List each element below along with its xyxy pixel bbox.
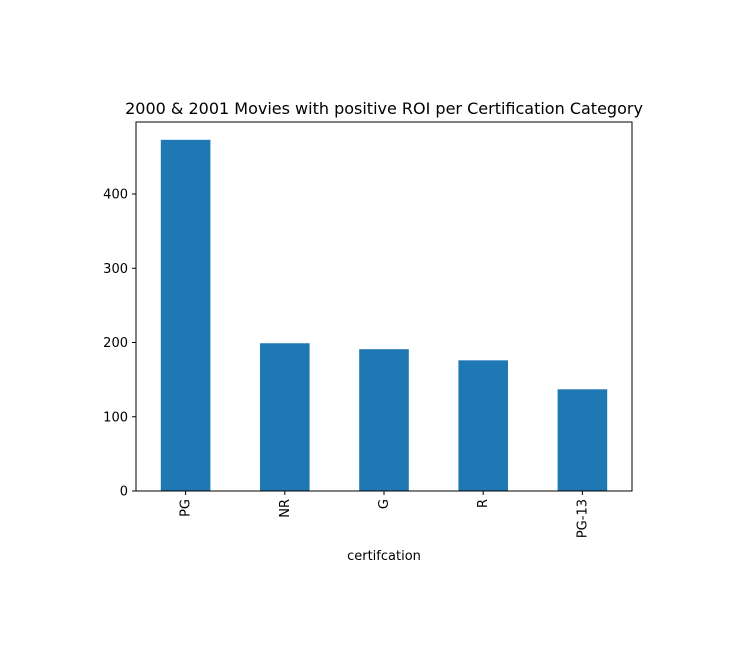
x-tick-label: NR bbox=[278, 499, 293, 518]
bar-nr bbox=[260, 343, 310, 491]
chart-title: 2000 & 2001 Movies with positive ROI per… bbox=[125, 99, 643, 118]
x-tick-label: R bbox=[476, 499, 491, 508]
bars-group bbox=[160, 139, 608, 491]
bar-pg-13 bbox=[557, 389, 608, 491]
bar-g bbox=[359, 349, 409, 491]
bar-pg bbox=[160, 139, 211, 491]
x-axis-label: certifcation bbox=[347, 549, 421, 564]
bar-r bbox=[458, 360, 508, 491]
y-tick-label: 100 bbox=[103, 410, 128, 425]
x-tick-label: PG-13 bbox=[575, 499, 590, 538]
y-tick-label: 200 bbox=[103, 336, 128, 351]
x-tick-label: PG bbox=[179, 499, 194, 517]
x-axis: PG NR G R PG-13 bbox=[179, 491, 590, 538]
y-tick-label: 300 bbox=[103, 262, 128, 277]
y-axis: 0 100 200 300 400 bbox=[103, 188, 136, 500]
plot-frame bbox=[135, 121, 633, 492]
y-tick-label: 0 bbox=[120, 485, 128, 500]
y-tick-label: 400 bbox=[103, 188, 128, 203]
x-tick-label: G bbox=[377, 499, 392, 509]
